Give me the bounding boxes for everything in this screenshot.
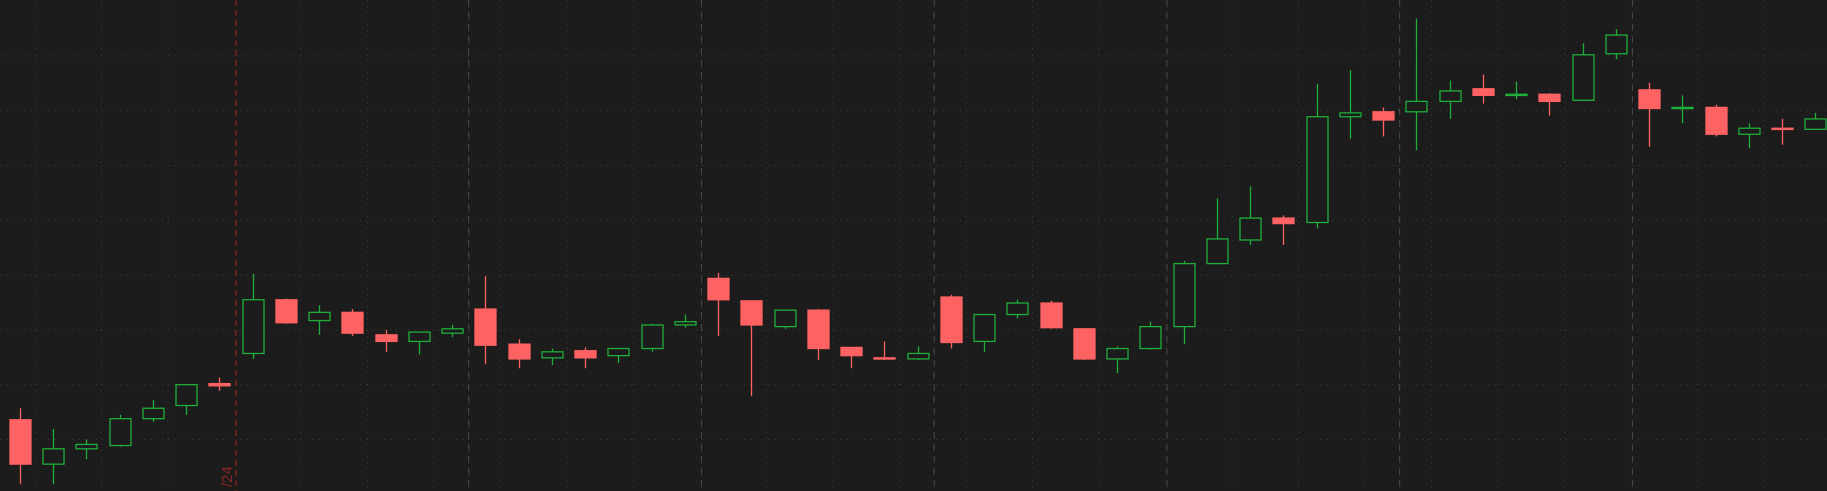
date-marker-label: /24 [219, 466, 236, 487]
candle-body [1705, 106, 1728, 135]
candle-body [1372, 111, 1395, 121]
candles [9, 18, 1827, 484]
candle-body [940, 296, 963, 344]
candle-body [1106, 347, 1129, 360]
candle-body [674, 321, 697, 326]
candle-body [1339, 112, 1362, 118]
candle-body [1638, 89, 1661, 110]
candle-body [1040, 302, 1063, 329]
candle-body [1671, 106, 1694, 110]
candle-body [707, 277, 730, 301]
candle-body [109, 418, 132, 447]
candle-body [1771, 127, 1794, 131]
candle-body [9, 419, 32, 465]
candle-body [1073, 328, 1096, 360]
candle-body [1272, 217, 1295, 225]
candle-body [142, 407, 165, 420]
candle-body [208, 382, 231, 387]
candle-body [1006, 302, 1029, 316]
candle-body [641, 324, 664, 350]
candle-body [474, 308, 497, 346]
candle-body [840, 346, 863, 357]
candle-body [807, 309, 830, 350]
candle-body [1804, 118, 1827, 130]
candle-body [1306, 116, 1329, 224]
candle-body [1605, 34, 1628, 55]
candle-body [973, 313, 996, 343]
candle-body [75, 443, 98, 450]
candle-body [1738, 127, 1761, 135]
candle-body [740, 300, 763, 326]
candle-body [607, 347, 630, 357]
candle-body [1173, 262, 1196, 328]
candle-body [42, 448, 65, 465]
candle-body [774, 309, 797, 328]
candle-body [1538, 93, 1561, 103]
candle-body [308, 311, 331, 322]
candle-body [574, 350, 597, 359]
candle-body [408, 331, 431, 343]
candle-body [341, 311, 364, 334]
candle-body [1206, 238, 1229, 265]
candle-body [541, 351, 564, 359]
candle-body [441, 328, 464, 334]
candle-body [1439, 90, 1462, 103]
candle-body [175, 384, 198, 407]
candle-body [1472, 88, 1495, 97]
candle-body [242, 299, 265, 355]
candle-body [1139, 325, 1162, 350]
candle-body [375, 334, 398, 343]
candle-body [508, 343, 531, 360]
candle-body [1239, 217, 1262, 241]
candle-body [1505, 93, 1528, 97]
candle-body [1405, 100, 1428, 113]
candle-body [1572, 54, 1595, 101]
candle-body [275, 299, 298, 324]
candle-body [907, 352, 930, 360]
candle-body [873, 357, 896, 360]
